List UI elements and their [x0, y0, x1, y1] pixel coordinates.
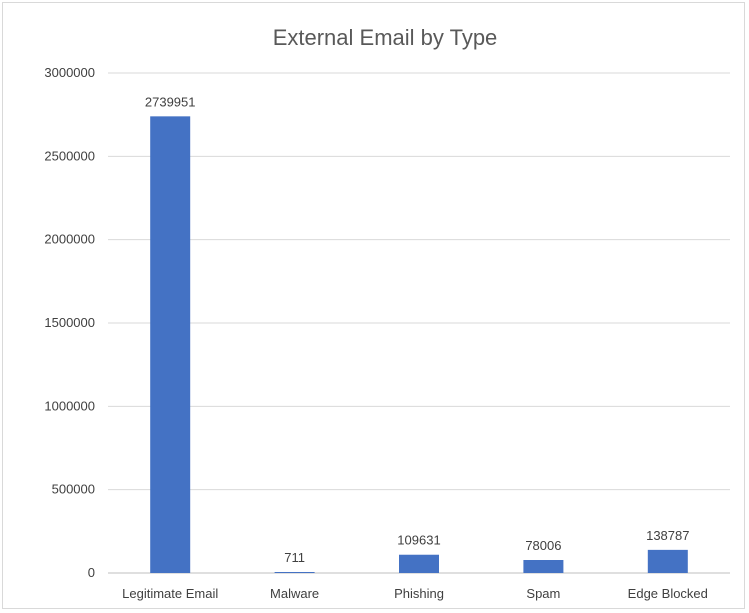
y-tick-label: 0 — [88, 565, 95, 580]
category-label: Spam — [526, 586, 560, 601]
data-labels: 2739951 711 109631 78006 138787 — [145, 94, 690, 565]
y-tick-label: 3000000 — [44, 65, 95, 80]
y-tick-label: 2000000 — [44, 232, 95, 247]
y-tick-label: 1500000 — [44, 315, 95, 330]
category-label: Phishing — [394, 586, 444, 601]
bar-edge-blocked — [647, 549, 688, 573]
data-label: 138787 — [646, 528, 689, 543]
bar-phishing — [399, 554, 439, 573]
category-label: Malware — [270, 586, 319, 601]
x-axis-categories: Legitimate Email Malware Phishing Spam Edge … — [122, 586, 708, 601]
chart-title: External Email by Type — [273, 25, 498, 50]
bar-malware — [274, 572, 315, 573]
y-tick-label: 500000 — [52, 482, 95, 497]
y-axis-ticks: 0 500000 1000000 1500000 2000000 2500000 30000… — [44, 65, 95, 580]
bar-spam — [523, 559, 564, 573]
bar-legitimate-email — [150, 116, 191, 574]
category-label: Edge Blocked — [628, 586, 708, 601]
y-tick-label: 2500000 — [44, 148, 95, 163]
data-label: 78006 — [525, 538, 561, 553]
gridlines — [108, 72, 730, 574]
data-label: 2739951 — [145, 94, 196, 109]
category-label: Legitimate Email — [122, 586, 218, 601]
data-label: 711 — [284, 550, 305, 565]
bars — [150, 116, 688, 574]
y-tick-label: 1000000 — [44, 398, 95, 413]
data-label: 109631 — [397, 533, 440, 548]
